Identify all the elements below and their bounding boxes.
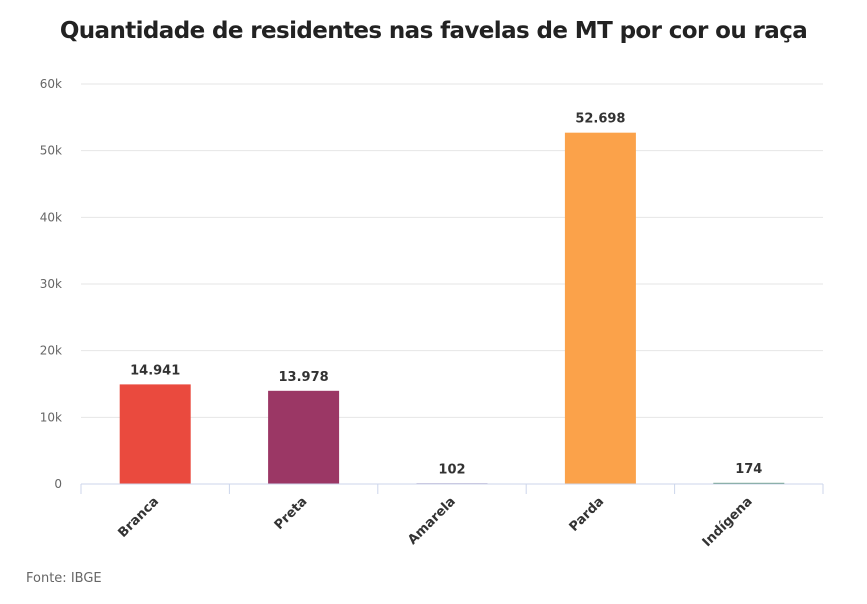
data-label: 14.941 bbox=[130, 363, 180, 378]
x-category-label: Parda bbox=[567, 494, 608, 535]
data-labels: 14.941 13.978 102 52.698 174 bbox=[130, 112, 762, 478]
source-note: Fonte: IBGE bbox=[26, 571, 102, 586]
y-tick-label: 30k bbox=[40, 277, 62, 291]
data-label: 52.698 bbox=[575, 112, 625, 127]
data-label: 13.978 bbox=[279, 370, 329, 385]
y-axis-ticks: 0 10k 20k 30k 40k 50k 60k bbox=[40, 77, 62, 491]
x-axis bbox=[80, 483, 824, 494]
x-category-label: Indígena bbox=[700, 494, 756, 550]
bars bbox=[119, 132, 785, 484]
data-label: 102 bbox=[438, 462, 465, 477]
y-tick-label: 60k bbox=[40, 77, 62, 91]
chart-title: Quantidade de residentes nas favelas de … bbox=[59, 18, 808, 44]
x-category-label: Amarela bbox=[405, 494, 459, 548]
bar-branca bbox=[119, 384, 191, 484]
bar-preta bbox=[268, 390, 340, 484]
y-tick-label: 0 bbox=[54, 477, 62, 491]
bar-indígena bbox=[713, 482, 785, 484]
y-tick-label: 10k bbox=[40, 410, 62, 424]
x-category-label: Branca bbox=[115, 494, 162, 541]
y-tick-label: 50k bbox=[40, 144, 62, 158]
gridlines bbox=[81, 83, 823, 418]
bar-parda bbox=[564, 132, 636, 484]
y-tick-label: 20k bbox=[40, 344, 62, 358]
x-axis-categories: Branca Preta Amarela Parda Indígena bbox=[115, 494, 755, 550]
x-category-label: Preta bbox=[272, 494, 311, 533]
y-tick-label: 40k bbox=[40, 210, 62, 224]
data-label: 174 bbox=[735, 462, 762, 477]
